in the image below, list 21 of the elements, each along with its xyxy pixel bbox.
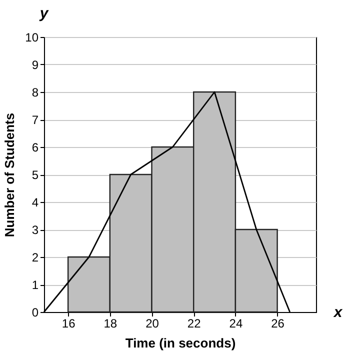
text: x: [332, 304, 343, 321]
y-tick-label: 2: [32, 250, 39, 264]
x-tick-label: 26: [271, 316, 285, 330]
x-axis-title: Time (in seconds): [125, 336, 236, 350]
y-tick-label: 0: [32, 306, 39, 320]
y-axis-title: Number of Students: [2, 112, 18, 238]
y-tick-label: 1: [32, 278, 39, 292]
y-tick-label: 8: [32, 86, 39, 100]
y-tick-label: 9: [32, 58, 39, 72]
x-tick-label: 20: [146, 316, 160, 330]
x-tick-label: 18: [104, 316, 118, 330]
text: y: [38, 5, 49, 22]
y-tick-label: 6: [32, 140, 39, 154]
y-tick-label: 5: [32, 168, 39, 182]
x-tick-label: 22: [187, 316, 202, 330]
x-tick-label: 16: [62, 316, 76, 330]
y-tick-label: 10: [25, 30, 39, 44]
y-tick-label: 4: [32, 196, 39, 210]
y-tick-label: 7: [32, 113, 39, 127]
y-tick-label: 3: [32, 223, 39, 237]
x-tick-label: 24: [229, 316, 243, 330]
